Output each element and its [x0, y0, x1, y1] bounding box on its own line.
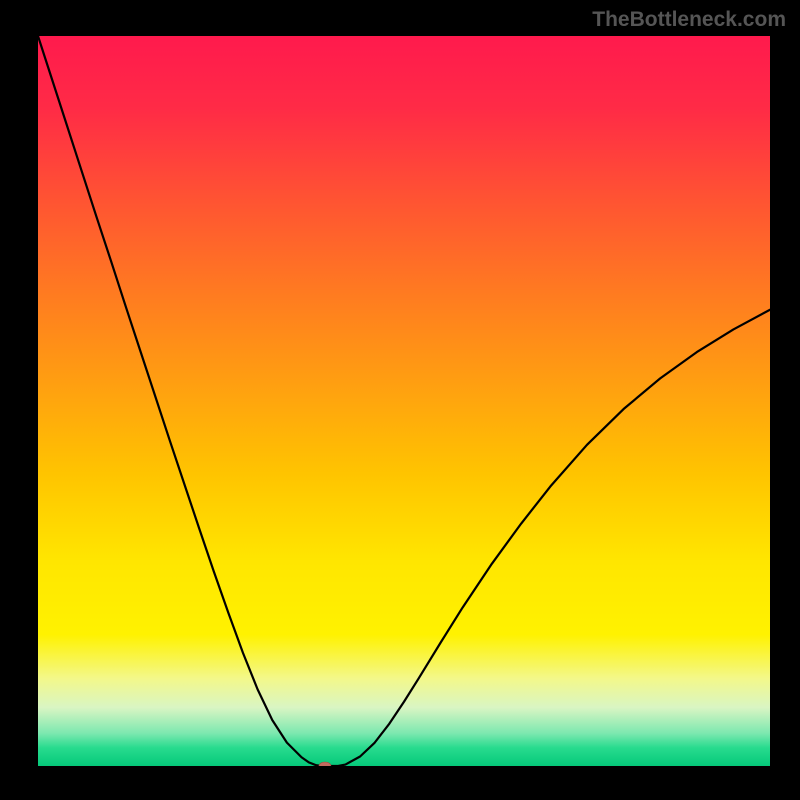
chart-svg — [38, 36, 770, 766]
chart-background-gradient — [38, 36, 770, 766]
chart-plot-area — [38, 36, 770, 766]
watermark-text: TheBottleneck.com — [592, 8, 786, 32]
